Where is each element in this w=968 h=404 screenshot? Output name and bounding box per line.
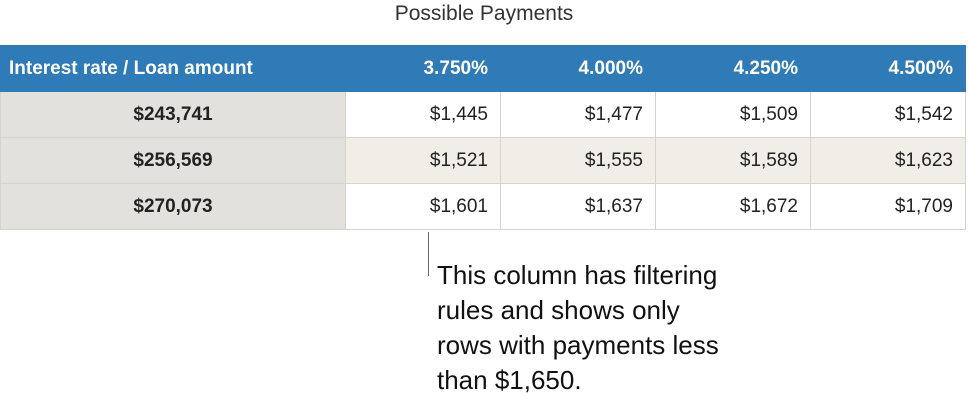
table: Interest rate / Loan amount 3.750% 4.000… [0, 45, 966, 230]
row-header: $256,569 [1, 138, 346, 183]
cell: $1,672 [656, 184, 811, 229]
header-cell: 4.250% [733, 57, 798, 79]
table-row: $270,073 $1,601 $1,637 $1,672 $1,709 [1, 184, 966, 230]
header-cell: Interest rate / Loan amount [9, 57, 253, 79]
header-cell: 4.000% [578, 57, 643, 79]
title: Possible Payments [394, 2, 574, 25]
header-cell: 4.500% [888, 57, 953, 79]
header-row: Interest rate / Loan amount 3.750% 4.000… [0, 45, 966, 92]
cell: $1,623 [811, 138, 966, 183]
cell: $1,601 [346, 184, 501, 229]
table-row: $243,741 $1,445 $1,477 $1,509 $1,542 [1, 92, 966, 138]
header-cell: 3.750% [423, 57, 488, 79]
callout-line-text: rows with payments less [437, 330, 719, 360]
row-header: $243,741 [1, 92, 346, 137]
cell: $1,542 [811, 92, 966, 137]
cell: $1,521 [346, 138, 501, 183]
cell: $1,509 [656, 92, 811, 137]
table-row: $256,569 $1,521 $1,555 $1,589 $1,623 [1, 138, 966, 184]
cell: $1,445 [346, 92, 501, 137]
cell: $1,477 [501, 92, 656, 137]
cell: $1,589 [656, 138, 811, 183]
cell: $1,555 [501, 138, 656, 183]
cell: $1,709 [811, 184, 966, 229]
callout-line-text: than $1,650. [437, 365, 582, 395]
callout-line-text: This column has filtering [437, 260, 718, 290]
callout-line-text: rules and shows only [437, 295, 680, 325]
callout-line [428, 232, 429, 276]
row-header: $270,073 [1, 184, 346, 229]
cell: $1,637 [501, 184, 656, 229]
callout: This column has filtering rules and show… [437, 258, 719, 398]
table-body: $243,741 $1,445 $1,477 $1,509 $1,542 $25… [0, 92, 966, 230]
